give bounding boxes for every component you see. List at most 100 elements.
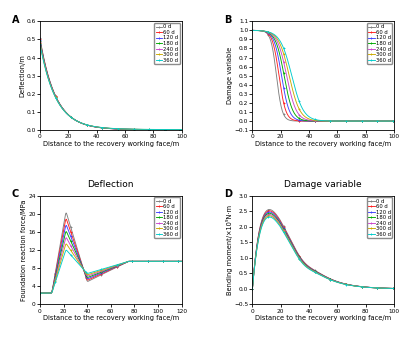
60 d	[105, 126, 110, 131]
180 d	[106, 126, 110, 130]
180 d	[176, 128, 180, 132]
120 d	[74, 250, 79, 254]
Line: 180 d: 180 d	[39, 40, 183, 131]
Line: 300 d: 300 d	[251, 29, 395, 122]
0 d	[179, 128, 184, 132]
360 d	[392, 286, 396, 291]
360 d	[388, 286, 393, 291]
180 d	[366, 119, 371, 123]
Y-axis label: Bending moment/×10⁹N·m: Bending moment/×10⁹N·m	[226, 205, 232, 295]
60 d	[317, 119, 322, 123]
360 d	[318, 118, 323, 122]
300 d	[74, 257, 79, 261]
240 d	[106, 126, 110, 130]
Title: Damage variable: Damage variable	[284, 180, 362, 189]
X-axis label: Distance to the recovery working face/m: Distance to the recovery working face/m	[255, 315, 391, 321]
60 d	[250, 28, 255, 33]
240 d	[250, 28, 255, 33]
180 d	[366, 285, 371, 290]
0 d	[156, 128, 161, 132]
180 d	[114, 127, 119, 131]
0 d	[132, 259, 137, 263]
Line: 0 d: 0 d	[39, 37, 183, 131]
360 d	[334, 119, 339, 123]
240 d	[318, 119, 323, 123]
360 d	[106, 126, 110, 130]
240 d	[38, 291, 42, 295]
180 d	[327, 277, 332, 281]
Line: 60 d: 60 d	[251, 29, 395, 122]
120 d	[318, 119, 323, 123]
60 d	[144, 259, 149, 263]
120 d	[366, 285, 371, 290]
Line: 240 d: 240 d	[251, 213, 395, 290]
180 d	[102, 269, 107, 273]
180 d	[64, 229, 69, 234]
180 d	[121, 261, 126, 266]
300 d	[176, 127, 180, 132]
60 d	[318, 272, 323, 276]
60 d	[327, 276, 332, 281]
240 d	[38, 40, 42, 44]
360 d	[122, 127, 127, 131]
0 d	[144, 259, 149, 263]
180 d	[318, 119, 323, 123]
60 d	[327, 119, 332, 123]
300 d	[102, 267, 107, 272]
120 d	[250, 28, 255, 33]
240 d	[179, 127, 184, 132]
180 d	[105, 126, 110, 130]
180 d	[38, 39, 42, 44]
Text: D: D	[224, 189, 232, 199]
360 d	[366, 119, 371, 123]
120 d	[105, 126, 110, 130]
300 d	[250, 28, 255, 33]
60 d	[106, 126, 110, 131]
240 d	[144, 259, 149, 263]
0 d	[106, 126, 110, 131]
Line: 180 d: 180 d	[39, 230, 183, 294]
0 d	[327, 119, 332, 123]
240 d	[366, 119, 371, 123]
Line: 60 d: 60 d	[39, 218, 183, 294]
60 d	[267, 209, 272, 213]
360 d	[250, 287, 255, 291]
120 d	[38, 38, 42, 42]
60 d	[334, 119, 339, 123]
0 d	[318, 271, 322, 275]
300 d	[179, 127, 184, 132]
180 d	[318, 272, 322, 276]
360 d	[38, 42, 42, 46]
Line: 60 d: 60 d	[251, 210, 395, 290]
120 d	[106, 126, 110, 131]
240 d	[154, 127, 158, 132]
240 d	[132, 259, 137, 263]
120 d	[334, 280, 339, 284]
360 d	[154, 127, 158, 132]
360 d	[144, 259, 149, 263]
60 d	[122, 127, 127, 131]
300 d	[327, 119, 332, 123]
0 d	[250, 287, 255, 291]
120 d	[177, 128, 182, 132]
0 d	[121, 262, 126, 266]
Line: 0 d: 0 d	[251, 208, 395, 290]
240 d	[317, 119, 322, 123]
0 d	[63, 215, 68, 219]
60 d	[176, 128, 181, 132]
180 d	[63, 232, 68, 236]
60 d	[64, 217, 69, 221]
180 d	[132, 259, 137, 263]
X-axis label: Distance to the recovery working face/m: Distance to the recovery working face/m	[43, 141, 179, 147]
300 d	[105, 126, 110, 130]
240 d	[267, 212, 272, 217]
60 d	[38, 291, 42, 295]
240 d	[176, 127, 180, 132]
180 d	[38, 291, 42, 295]
360 d	[366, 285, 371, 290]
180 d	[318, 273, 323, 277]
0 d	[366, 285, 371, 290]
360 d	[392, 119, 396, 123]
180 d	[317, 119, 322, 123]
240 d	[114, 127, 119, 131]
